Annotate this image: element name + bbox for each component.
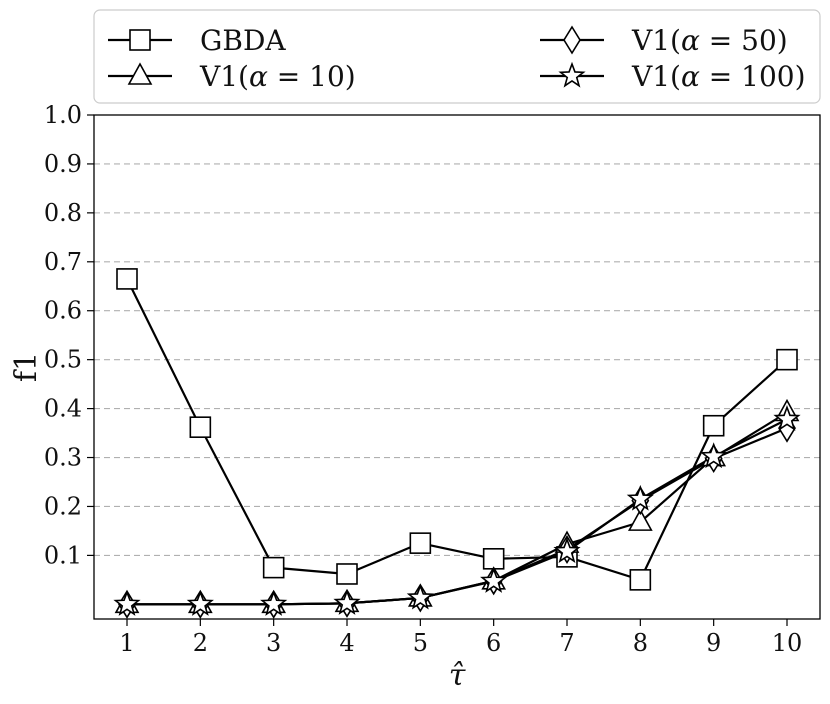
series-square — [126, 278, 788, 581]
series-markers-square — [116, 268, 798, 591]
y-axis-label: f1 — [9, 352, 44, 382]
y-tick-label: 0.8 — [44, 199, 82, 227]
data-point-square — [702, 414, 725, 437]
data-point-star — [113, 590, 141, 616]
x-tick-label: 10 — [772, 629, 803, 657]
x-tick-label: 6 — [486, 629, 501, 657]
x-tick-label: 1 — [119, 629, 134, 657]
data-point-square — [189, 416, 212, 438]
data-point-square — [336, 563, 358, 585]
data-point-triangle — [627, 508, 653, 531]
legend-box — [93, 9, 821, 104]
y-tick-label: 0.9 — [44, 150, 82, 178]
y-tick-label: 0.6 — [44, 297, 82, 325]
data-point-star — [186, 590, 214, 616]
series-layer — [113, 268, 801, 619]
data-point-star — [260, 590, 288, 616]
data-point-square — [776, 348, 798, 371]
data-point-star — [553, 537, 581, 564]
y-tick-label: 0.2 — [44, 492, 82, 520]
legend-marker-triangle — [127, 62, 153, 85]
x-tick-label: 2 — [193, 629, 208, 657]
y-tick-label: 0.4 — [44, 395, 82, 423]
legend-label: GBDA — [200, 24, 286, 57]
y-tick-label: 0.1 — [44, 541, 82, 569]
x-tick-label: 8 — [633, 629, 648, 657]
data-point-star — [333, 589, 361, 615]
y-tick-label: 0.5 — [44, 346, 82, 374]
data-point-star — [480, 567, 508, 593]
x-tick-label: 4 — [339, 629, 354, 657]
data-point-star — [700, 442, 728, 469]
series-markers-star — [113, 405, 801, 616]
x-axis-label: τ̂ — [449, 658, 466, 693]
ticks: 0.1 0.2 0.3 0.4 0.5 0.6 0.7 0.8 0.9 1.0 1 2 3 4 5 6 7 8 9 1… — [44, 101, 802, 657]
x-tick-label: 3 — [266, 629, 281, 657]
series-star — [127, 418, 788, 606]
x-tick-label: 7 — [559, 629, 574, 657]
y-tick-label: 1.0 — [44, 101, 82, 129]
legend-marker-star — [558, 61, 586, 88]
y-tick-label: 0.7 — [44, 248, 82, 276]
data-point-square — [262, 556, 285, 579]
legend-marker-square — [129, 29, 151, 51]
legend-label: V1(α = 100) — [631, 60, 806, 93]
x-tick-label: 9 — [706, 629, 721, 657]
data-point-star — [626, 484, 654, 511]
legend-label: V1(α = 50) — [631, 24, 788, 57]
series-line — [127, 418, 788, 606]
data-point-star — [406, 583, 434, 610]
data-point-square — [629, 569, 652, 591]
data-point-star — [773, 405, 801, 431]
data-point-square — [409, 532, 432, 554]
series-line — [126, 278, 788, 581]
data-point-square — [482, 548, 505, 570]
data-point-square — [116, 268, 138, 290]
legend-label: V1(α = 10) — [199, 60, 356, 93]
legend-marker-diamond — [563, 25, 581, 55]
x-tick-label: 5 — [413, 629, 428, 657]
y-tick-label: 0.3 — [44, 444, 82, 472]
plot-frame — [93, 114, 821, 620]
